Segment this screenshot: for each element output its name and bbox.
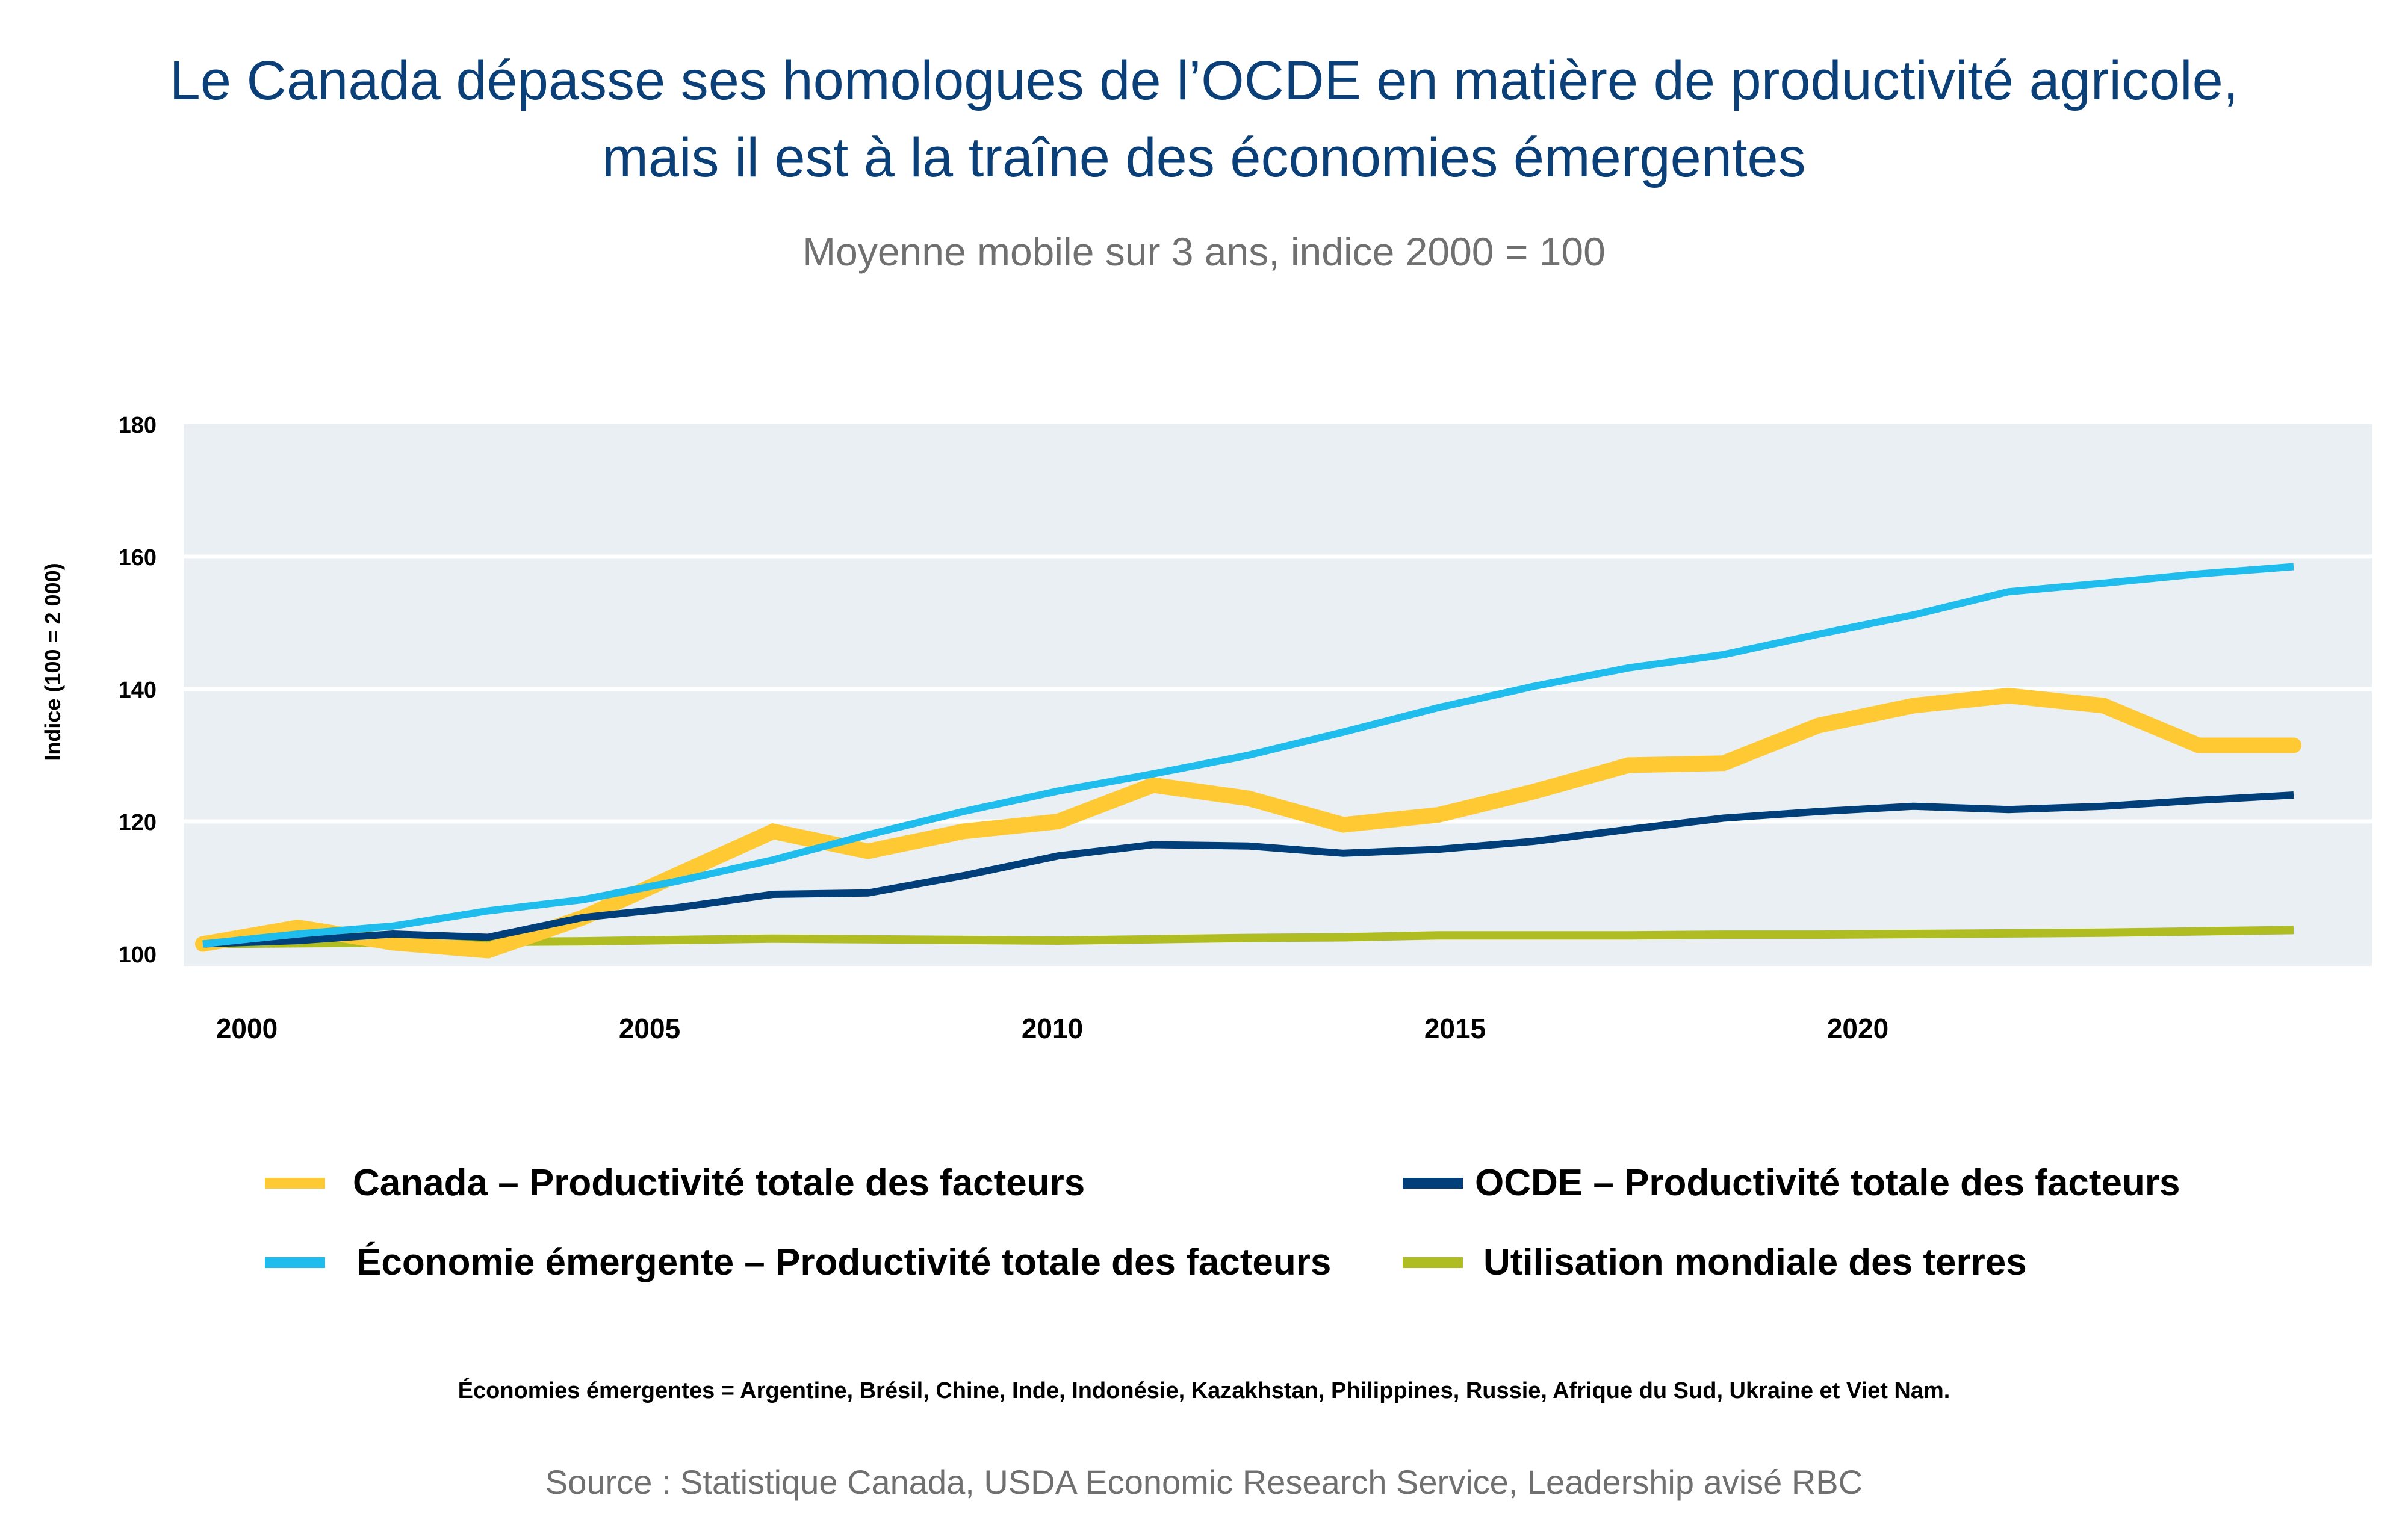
y-axis-label: Indice (100 = 2 000) [40, 563, 65, 761]
legend-swatch-emergent [265, 1257, 325, 1268]
x-tick-label: 2015 [1424, 1013, 1486, 1044]
title-line-2: mais il est à la traîne des économies ém… [602, 127, 1806, 188]
series-line-canada [195, 687, 2301, 959]
series-line-land-use [202, 926, 2294, 948]
x-tick-label: 2010 [1022, 1013, 1083, 1044]
y-tick-label: 140 [119, 678, 157, 703]
y-tick-label: 120 [119, 810, 157, 835]
x-tick-label: 2000 [216, 1013, 278, 1044]
y-axis-ticks: 100 120 140 160 180 [119, 413, 157, 968]
chart-subtitle: Moyenne mobile sur 3 ans, indice 2000 = … [802, 229, 1606, 274]
legend-item-land-use[interactable]: Utilisation mondiale des terres [1403, 1241, 2027, 1284]
y-tick-label: 180 [119, 413, 157, 438]
legend-swatch-ocde [1403, 1177, 1463, 1189]
legend-item-ocde[interactable]: OCDE – Productivité totale des facteurs [1403, 1162, 2180, 1204]
legend: Canada – Productivité totale des facteur… [0, 1143, 2408, 1312]
x-tick-label: 2005 [619, 1013, 680, 1044]
line-chart: 100 120 140 160 180 2000 2005 2010 2015 2020 Ind… [40, 413, 2372, 1044]
legend-label-canada: Canada – Productivité totale des facteur… [353, 1162, 1085, 1204]
x-axis-ticks: 2000 2005 2010 2015 2020 [216, 1013, 1888, 1044]
legend-label-emergent: Économie émergente – Productivité totale… [356, 1242, 1332, 1283]
legend-swatch-canada [265, 1177, 325, 1189]
source-note: Source : Statistique Canada, USDA Econom… [545, 1463, 1863, 1501]
y-tick-label: 100 [119, 942, 157, 968]
series-lines [195, 563, 2301, 959]
series-line-emergent [202, 563, 2294, 948]
chart-title: Le Canada dépasse ses homologues de l’OC… [0, 42, 2408, 196]
legend-item-emergent[interactable]: Économie émergente – Productivité totale… [265, 1241, 1331, 1284]
legend-item-canada[interactable]: Canada – Productivité totale des facteur… [265, 1162, 1085, 1204]
series-line-ocde [202, 791, 2294, 948]
footnote: Économies émergentes = Argentine, Brésil… [458, 1378, 1950, 1403]
legend-label-land-use: Utilisation mondiale des terres [1483, 1242, 2027, 1283]
title-line-1: Le Canada dépasse ses homologues de l’OC… [169, 50, 2239, 111]
legend-swatch-land-use [1403, 1257, 1463, 1268]
legend-label-ocde: OCDE – Productivité totale des facteurs [1475, 1162, 2180, 1204]
x-tick-label: 2020 [1827, 1013, 1888, 1044]
y-tick-label: 160 [119, 545, 157, 571]
